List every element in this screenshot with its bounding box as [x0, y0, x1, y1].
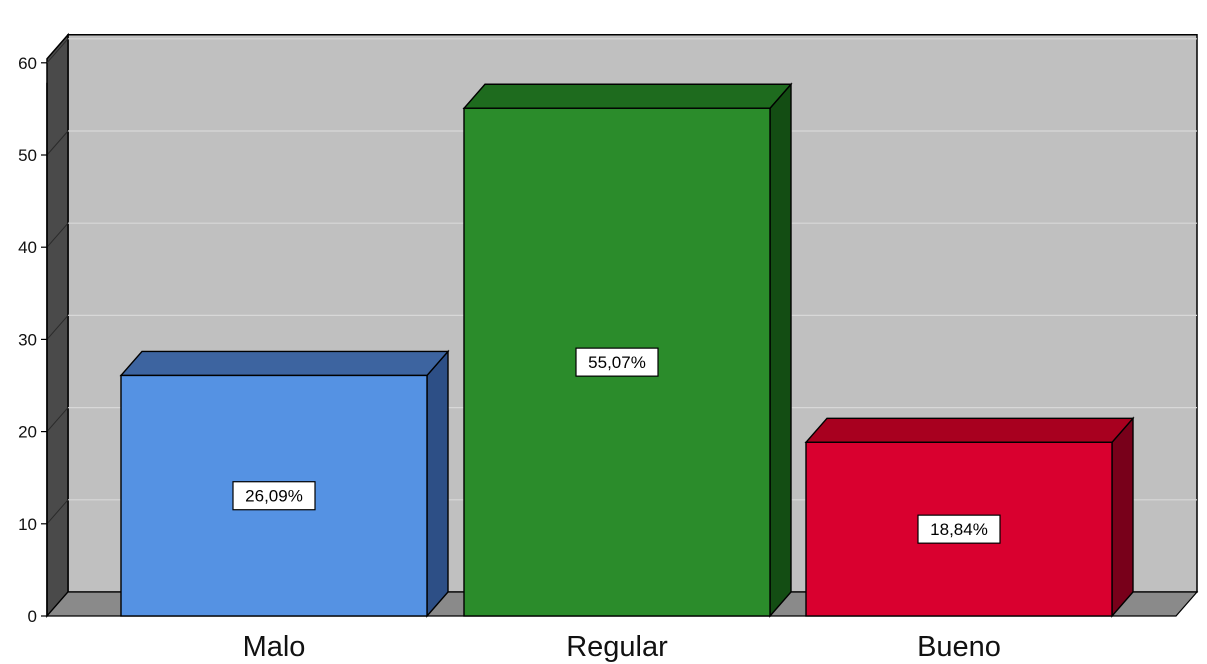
x-tick-label: Regular [566, 631, 668, 663]
bar-side [769, 82, 792, 618]
data-label-box [232, 481, 316, 511]
y-tick-label: 50 [18, 146, 37, 165]
y-tick-label: 60 [18, 54, 37, 73]
gridline-side [46, 222, 69, 248]
bar-top [804, 417, 1135, 443]
bar-side [1111, 416, 1134, 618]
x-axis: Malo Regular Bueno [243, 631, 1001, 663]
side-wall [46, 32, 69, 618]
gridline-side [46, 315, 69, 340]
data-label-regular: 55,07% [575, 347, 659, 377]
bar-side [426, 349, 449, 618]
y-axis: 0 10 20 30 40 50 60 [18, 54, 48, 626]
data-label-malo: 26,09% [232, 481, 316, 511]
gridline-side [46, 407, 69, 432]
bar-top [462, 83, 793, 109]
x-tick-label: Malo [243, 631, 306, 663]
gridline-side [46, 130, 69, 156]
y-tick-label: 30 [18, 330, 37, 349]
data-label-bueno: 18,84% [917, 514, 1001, 544]
data-label-text: 55,07% [588, 353, 646, 372]
bar-top [119, 350, 450, 377]
gridline-side [46, 499, 69, 525]
y-tick-label: 0 [28, 607, 37, 626]
data-label-box [917, 514, 1001, 544]
y-tick-label: 40 [18, 238, 37, 257]
data-label-text: 26,09% [245, 487, 303, 506]
y-tick-label: 20 [18, 423, 37, 442]
data-label-text: 18,84% [930, 520, 988, 539]
data-label-box [575, 347, 659, 377]
y-tick-label: 10 [18, 515, 37, 534]
gridline-side [46, 38, 69, 64]
x-tick-label: Bueno [917, 631, 1001, 663]
data-labels: 26,09% 55,07% 18,84% [232, 347, 1001, 544]
